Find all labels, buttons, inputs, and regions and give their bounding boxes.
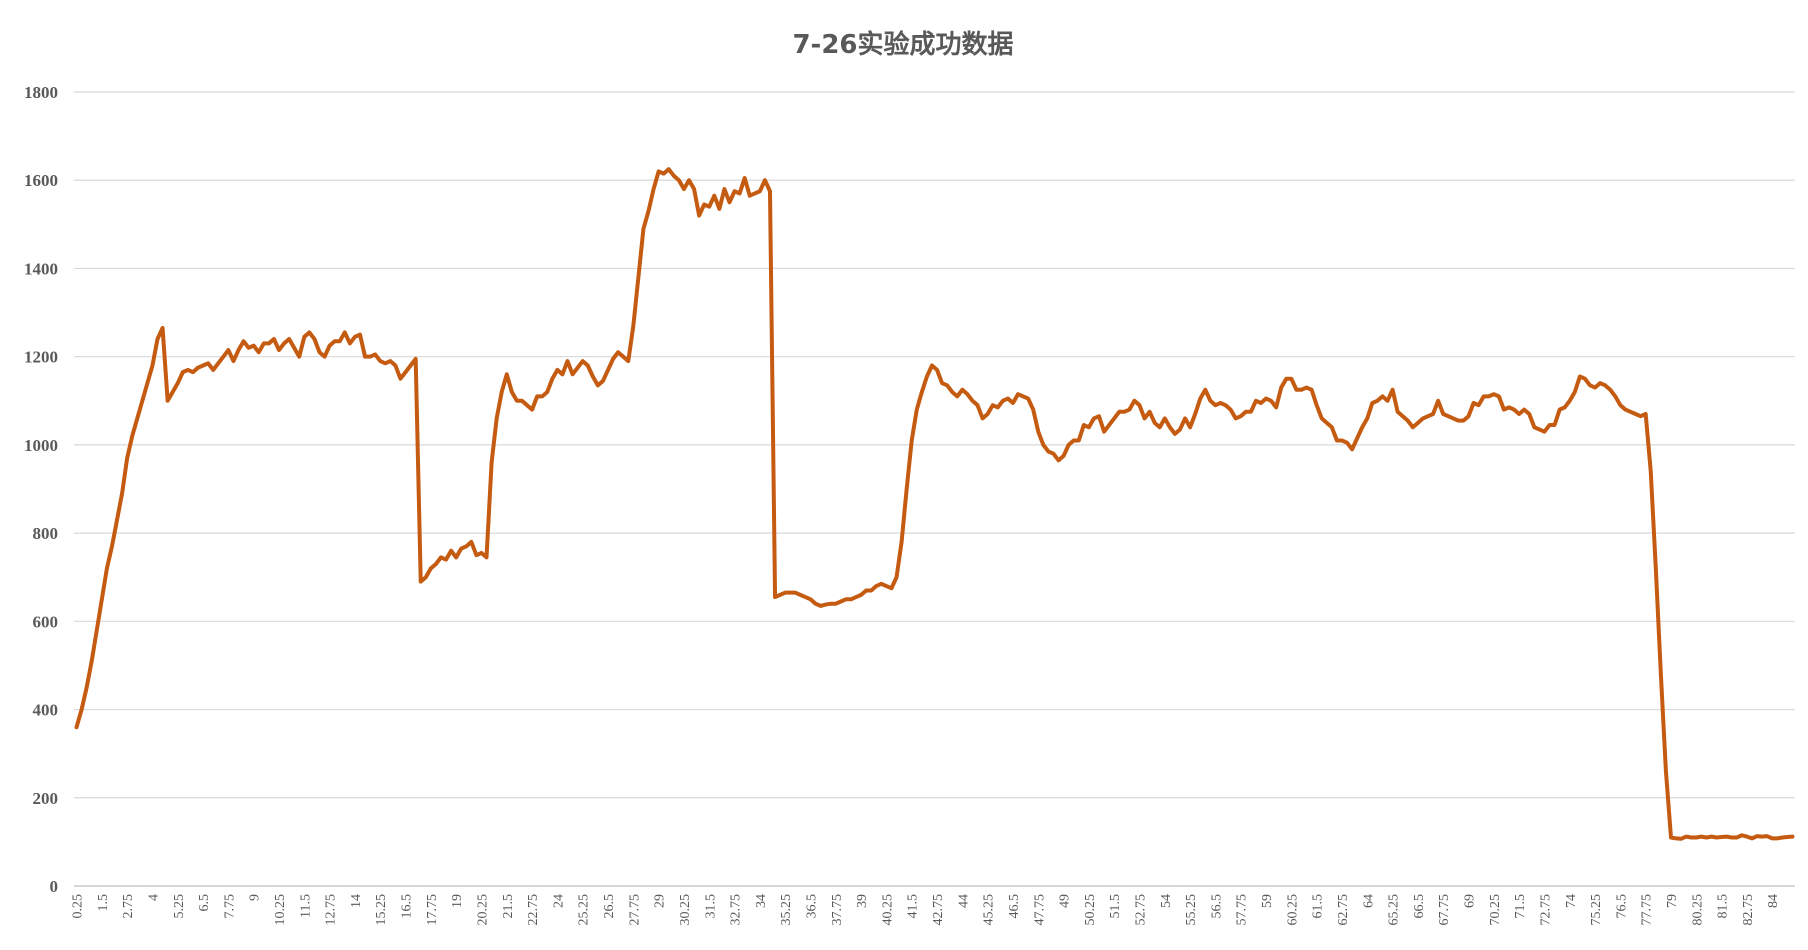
x-tick-label: 67.75 (1437, 894, 1452, 926)
x-tick-label: 76.5 (1614, 894, 1629, 919)
x-tick-label: 60.25 (1285, 894, 1300, 926)
x-tick-label: 19 (450, 894, 465, 908)
x-tick-label: 2.75 (121, 894, 136, 919)
x-tick-label: 82.75 (1741, 894, 1756, 926)
x-tick-label: 81.5 (1716, 894, 1731, 919)
x-tick-label: 79 (1665, 894, 1680, 908)
y-tick-label: 1600 (24, 171, 58, 190)
x-tick-label: 34 (754, 894, 769, 908)
x-tick-label: 22.75 (526, 894, 541, 926)
x-tick-label: 41.5 (906, 894, 921, 919)
x-tick-label: 70.25 (1488, 894, 1503, 926)
x-tick-label: 54 (1159, 894, 1174, 908)
x-tick-label: 15.25 (374, 894, 389, 926)
x-tick-label: 5.25 (172, 894, 187, 919)
y-tick-label: 1000 (24, 436, 58, 455)
x-tick-label: 31.5 (703, 894, 718, 919)
x-tick-label: 51.5 (1108, 894, 1123, 919)
x-tick-label: 74 (1564, 894, 1579, 908)
x-tick-label: 0.25 (71, 894, 86, 919)
x-tick-label: 21.5 (501, 894, 516, 919)
gridlines (74, 91, 1795, 799)
x-tick-label: 32.75 (729, 894, 744, 926)
x-tick-label: 26.5 (602, 894, 617, 919)
x-tick-label: 52.75 (1134, 894, 1149, 926)
x-tick-label: 9 (248, 894, 263, 901)
y-tick-label: 1400 (24, 259, 58, 278)
x-tick-label: 14 (349, 894, 364, 908)
x-tick-label: 17.75 (425, 894, 440, 926)
x-tick-label: 4 (146, 894, 161, 901)
y-tick-label: 1200 (24, 348, 58, 367)
x-tick-label: 57.75 (1235, 894, 1250, 926)
x-tick-label: 24 (551, 894, 566, 908)
y-tick-label: 400 (33, 701, 59, 720)
series-line-0 (74, 167, 1795, 841)
x-tick-label: 77.75 (1640, 894, 1655, 926)
x-axis-tick-labels: 0.25 1.5 2.75 4 5.25 6.5 7.75 9 10.25 11.5 12.75 14… (71, 894, 1782, 926)
x-tick-label: 71.5 (1513, 894, 1528, 919)
x-tick-label: 35.25 (779, 894, 794, 926)
x-tick-label: 6.5 (197, 894, 212, 912)
x-tick-label: 20.25 (475, 894, 490, 926)
x-tick-label: 29 (653, 894, 668, 908)
x-tick-label: 37.75 (830, 894, 845, 926)
x-tick-label: 44 (956, 894, 971, 908)
x-tick-label: 39 (855, 894, 870, 908)
x-tick-label: 49 (1058, 894, 1073, 908)
x-tick-label: 69 (1463, 894, 1478, 908)
x-tick-label: 47.75 (1032, 894, 1047, 926)
y-tick-label: 200 (33, 789, 59, 808)
x-tick-label: 64 (1361, 894, 1376, 908)
x-tick-label: 66.5 (1412, 894, 1427, 919)
x-tick-label: 75.25 (1589, 894, 1604, 926)
series-layer (74, 167, 1795, 841)
chart-title: 7-26实验成功数据 (792, 29, 1013, 60)
x-tick-label: 45.25 (982, 894, 997, 926)
y-tick-label: 1800 (24, 83, 58, 102)
x-tick-label: 62.75 (1336, 894, 1351, 926)
x-tick-label: 11.5 (298, 894, 313, 918)
x-tick-label: 1.5 (96, 894, 111, 912)
x-tick-label: 25.25 (577, 894, 592, 926)
x-tick-label: 40.25 (880, 894, 895, 926)
x-tick-label: 36.5 (804, 894, 819, 919)
x-tick-label: 30.25 (678, 894, 693, 926)
x-tick-label: 46.5 (1007, 894, 1022, 919)
x-tick-label: 84 (1766, 894, 1781, 908)
y-axis-tick-labels: 0 200 400 600 800 1000 1200 1400 1600 1800 (24, 83, 58, 896)
x-tick-label: 59 (1260, 894, 1275, 908)
x-tick-label: 56.5 (1209, 894, 1224, 919)
x-tick-label: 10.25 (273, 894, 288, 926)
y-tick-label: 800 (33, 524, 59, 543)
x-tick-label: 42.75 (931, 894, 946, 926)
x-tick-label: 65.25 (1387, 894, 1402, 926)
y-tick-label: 600 (33, 612, 59, 631)
x-tick-label: 80.25 (1690, 894, 1705, 926)
y-tick-label: 0 (50, 877, 59, 896)
x-tick-label: 7.75 (222, 894, 237, 919)
x-tick-label: 27.75 (627, 894, 642, 926)
x-tick-label: 16.5 (400, 894, 415, 919)
x-tick-label: 12.75 (324, 894, 339, 926)
x-tick-label: 55.25 (1184, 894, 1199, 926)
x-tick-label: 61.5 (1311, 894, 1326, 919)
x-tick-label: 72.75 (1538, 894, 1553, 926)
x-tick-label: 50.25 (1083, 894, 1098, 926)
